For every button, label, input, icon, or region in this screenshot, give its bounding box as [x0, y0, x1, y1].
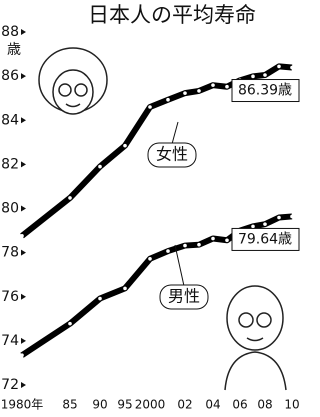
data-point: [166, 249, 170, 253]
y-tick: [21, 294, 26, 300]
data-point: [251, 225, 255, 229]
y-tick: [21, 338, 26, 344]
value-label: 79.64歳: [238, 231, 292, 247]
data-point: [123, 144, 127, 148]
y-tick-label: 76: [1, 289, 19, 305]
y-tick-label: 84: [1, 112, 19, 128]
x-tick-label: 04: [205, 398, 220, 412]
data-point: [263, 222, 267, 226]
x-tick-label: 85: [62, 398, 77, 412]
data-point: [211, 237, 215, 241]
y-tick: [21, 206, 26, 212]
legend-leader: [172, 122, 178, 144]
y-tick: [21, 29, 26, 35]
data-point: [251, 75, 255, 79]
y-tick: [21, 73, 26, 79]
y-tick: [21, 117, 26, 123]
y-tick: [21, 250, 26, 256]
data-point: [20, 234, 24, 238]
x-tick-label: 2000: [135, 398, 166, 412]
x-tick-label: 1980年: [1, 398, 44, 412]
data-point: [197, 89, 201, 93]
legend-leader: [175, 245, 184, 286]
y-tick-label: 78: [1, 245, 19, 261]
value-label: 86.39歳: [238, 83, 292, 99]
data-point: [211, 83, 215, 87]
data-point: [183, 244, 187, 248]
legend-label: 男性: [168, 287, 200, 306]
data-point: [98, 165, 102, 169]
data-point: [277, 65, 281, 69]
data-point: [290, 66, 294, 70]
legend-label: 女性: [156, 145, 188, 164]
data-point: [123, 287, 127, 291]
x-tick-label: 95: [117, 398, 132, 412]
y-tick-label: 82: [1, 156, 19, 172]
data-point: [20, 353, 24, 357]
data-point: [225, 85, 229, 89]
y-tick-label: 74: [1, 333, 19, 349]
data-point: [197, 243, 201, 247]
data-point: [183, 91, 187, 95]
data-point: [263, 73, 267, 77]
y-tick-label: 80: [1, 201, 19, 217]
y-tick-label: 72: [1, 377, 19, 393]
data-point: [148, 105, 152, 109]
y-tick-label: 86: [1, 68, 19, 84]
y-tick: [21, 382, 26, 388]
x-tick-label: 08: [257, 398, 272, 412]
man-illustration: [225, 286, 286, 390]
data-point: [290, 215, 294, 219]
x-tick-label: 90: [92, 398, 107, 412]
x-tick-label: 02: [177, 398, 192, 412]
data-point: [166, 98, 170, 102]
chart-title: 日本人の平均寿命: [88, 3, 256, 27]
x-tick-label: 10: [284, 398, 299, 412]
data-point: [225, 238, 229, 242]
y-tick: [21, 161, 26, 167]
data-point: [148, 257, 152, 261]
data-point: [68, 322, 72, 326]
y-unit: 歳: [7, 42, 21, 58]
chart: 日本人の平均寿命 歳 72 74 76 78 80 82 84 86 88 1980年 85 90 95…: [0, 0, 305, 417]
x-tick-label: 06: [232, 398, 247, 412]
data-point: [98, 297, 102, 301]
woman-illustration: [39, 48, 107, 114]
data-point: [277, 216, 281, 220]
y-tick-label: 88: [1, 24, 19, 40]
data-point: [68, 196, 72, 200]
